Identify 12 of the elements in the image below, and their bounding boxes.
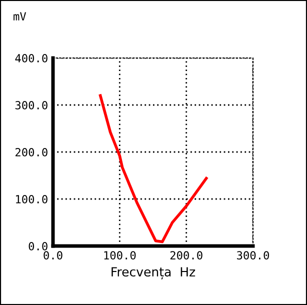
y-axis-title: mV [14, 12, 26, 20]
x-tick-label: 100.0 [104, 251, 136, 260]
y-tick-label: 0.0 [28, 242, 48, 250]
x-tick-label: 200.0 [170, 251, 202, 260]
y-tick-label: 200.0 [16, 148, 48, 156]
y-tick-label: 300.0 [15, 101, 48, 110]
x-tick-label: 300.0 [237, 251, 270, 260]
y-tick-label: 100.0 [16, 195, 48, 204]
x-axis-title: Frecvența Hz [112, 267, 196, 280]
x-tick-label: 0.0 [44, 251, 62, 260]
y-tick-label: 400.0 [15, 54, 48, 62]
line-series [98, 94, 208, 244]
